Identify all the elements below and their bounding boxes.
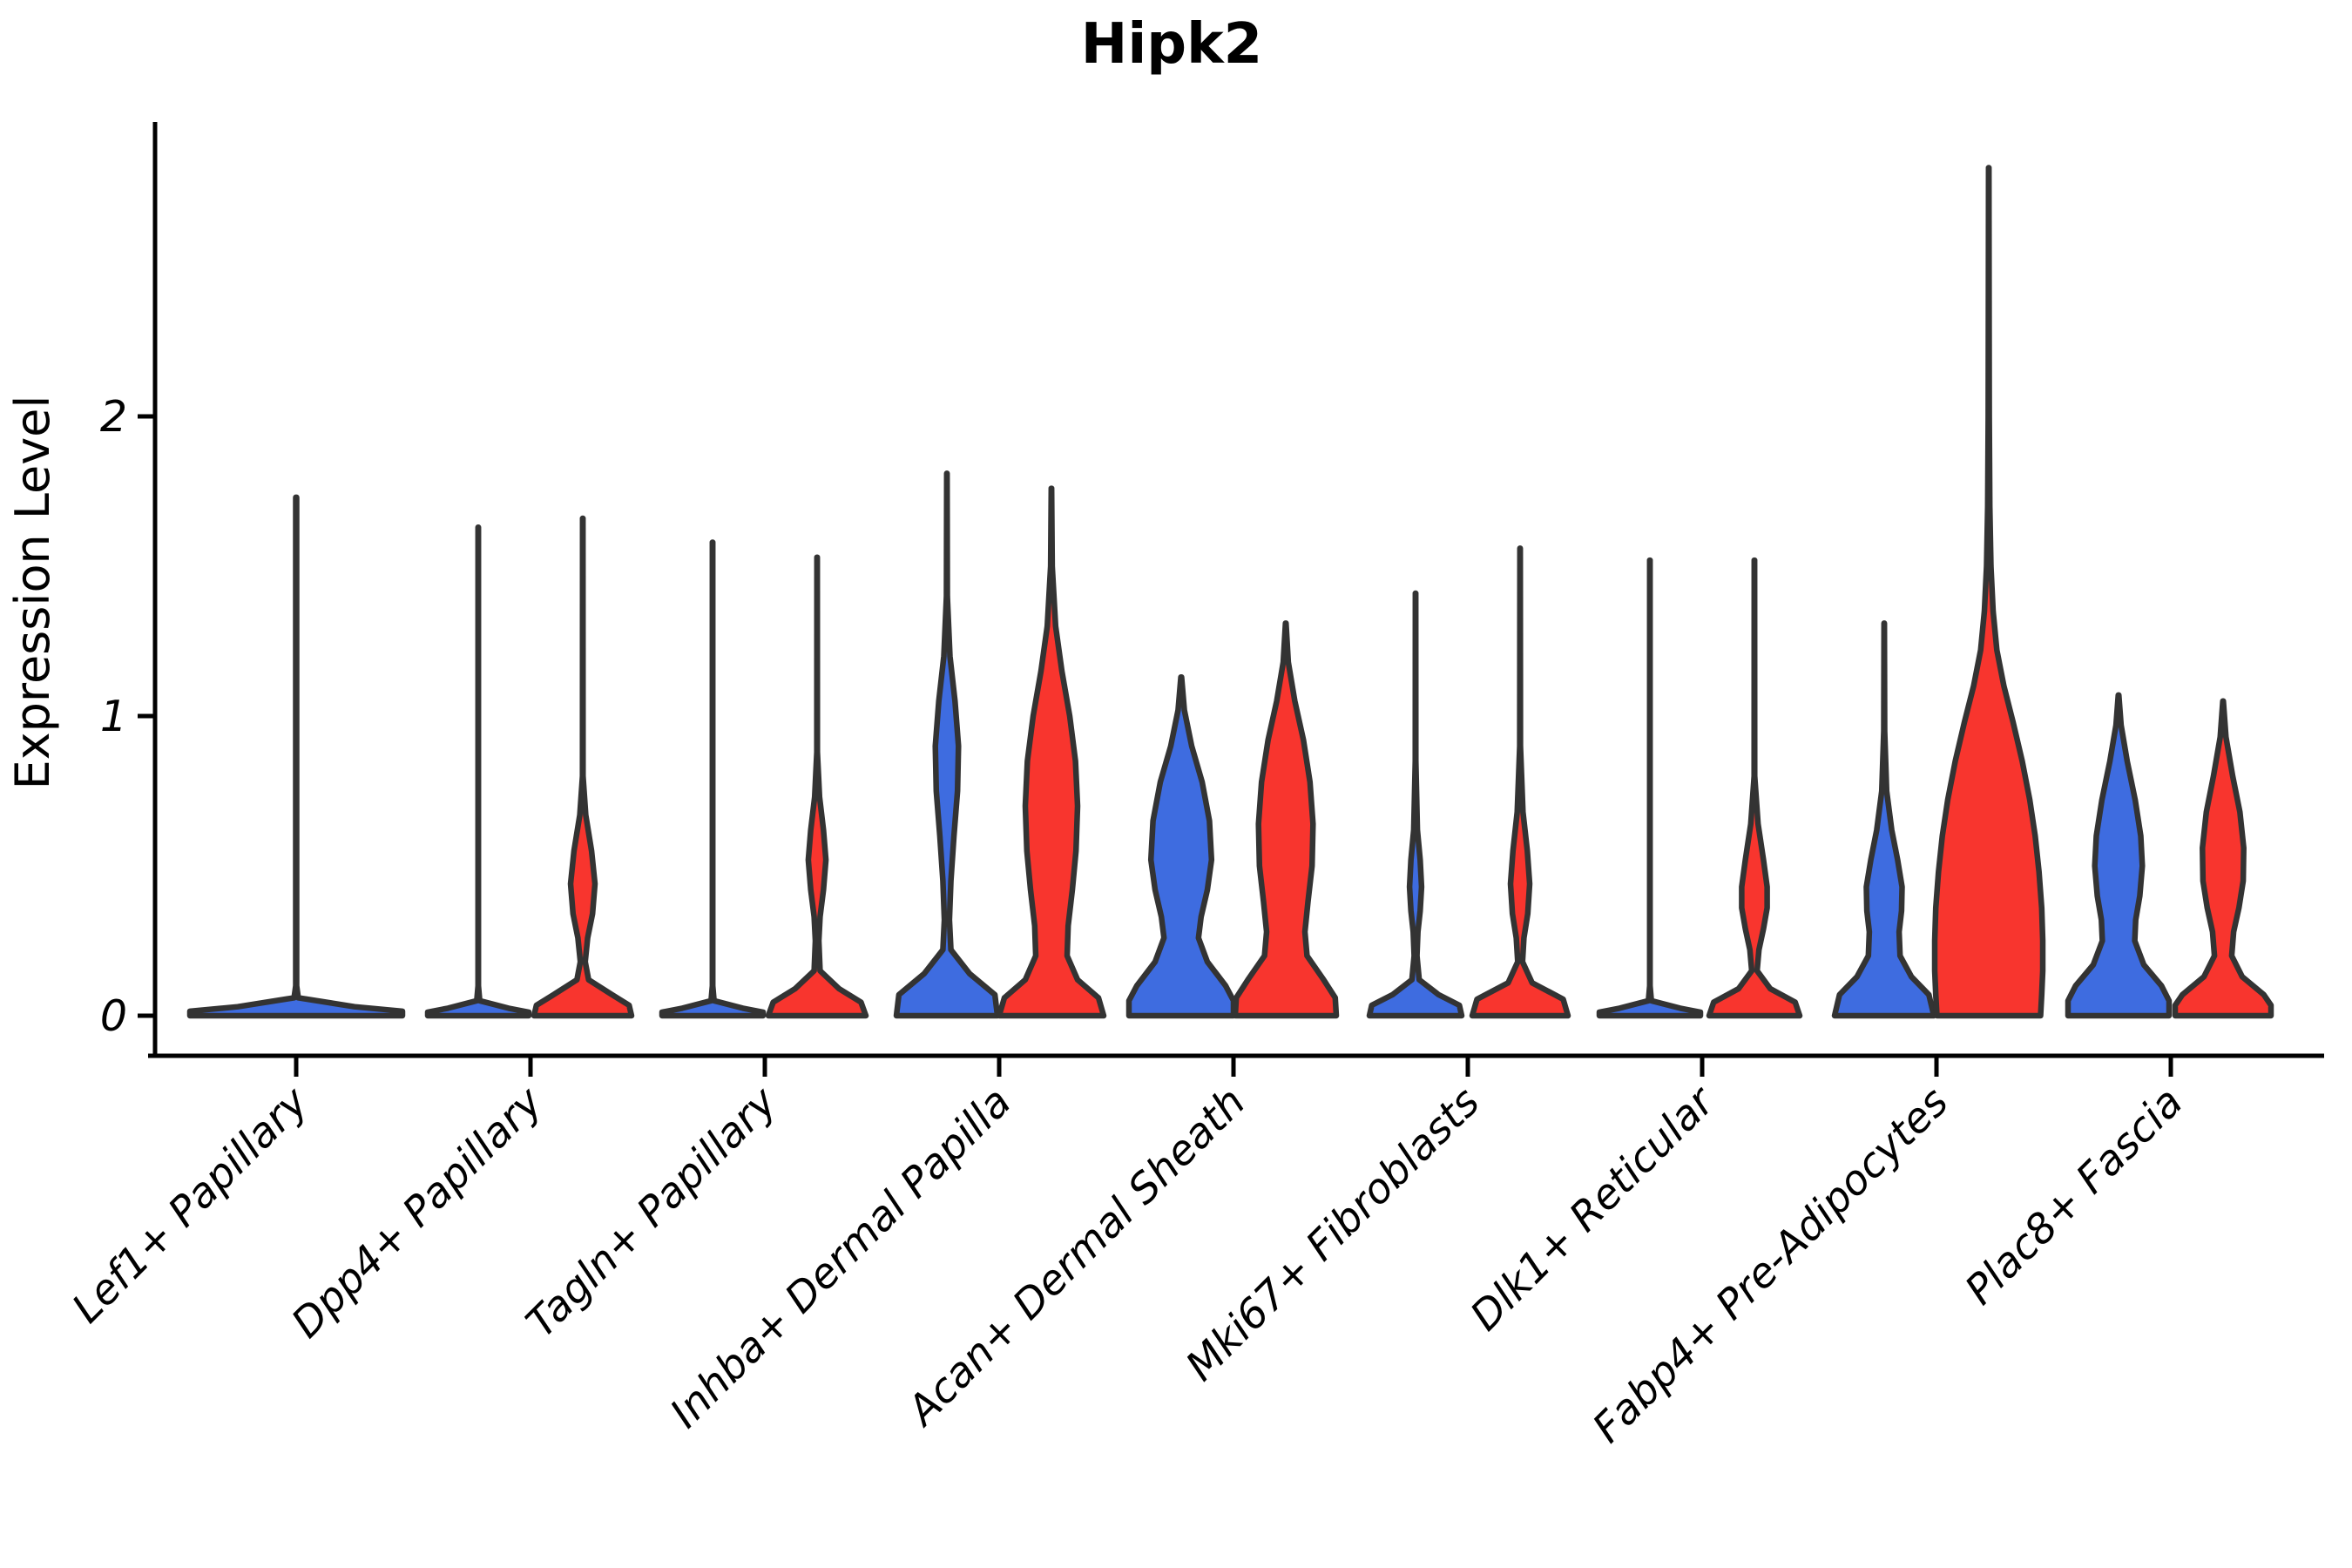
- violin-tagln-papillary-red: [765, 554, 869, 1019]
- violin-plac8-fascia-blue: [2065, 692, 2173, 1019]
- violin-mki67-fibroblasts-red: [1469, 545, 1571, 1019]
- y-axis-ticks: 0 1 2: [100, 392, 155, 1041]
- violin-inhba-dermal-papilla-red: [996, 485, 1107, 1019]
- plot-title: Hipk2: [1081, 12, 1262, 77]
- violin-tagln-papillary-blue: [659, 539, 767, 1019]
- violin-acan-dermal-sheath-blue: [1125, 674, 1237, 1019]
- violin-dpp4-papillary-red: [531, 515, 635, 1019]
- y-tick-label-2: 2: [100, 392, 127, 442]
- y-axis-label: Expression Level: [5, 395, 60, 790]
- x-tick-label-dpp4-papillary: Dpp4+ Papillary: [282, 1078, 552, 1348]
- x-tick-label-dlk1-reticular: Dlk1+ Reticular: [1462, 1077, 1726, 1341]
- violin-dpp4-papillary-blue: [424, 524, 532, 1019]
- violin-acan-dermal-sheath-red: [1232, 620, 1340, 1019]
- x-tick-label-lef1-papillary: Lef1+ Papillary: [63, 1078, 318, 1333]
- violin-lef1-papillary-blue: [186, 494, 406, 1019]
- y-tick-label-1: 1: [100, 692, 127, 741]
- violin-series: [186, 165, 2274, 1019]
- violin-inhba-dermal-papilla-blue: [893, 470, 1001, 1019]
- violin-fabp4-pre-adipocytes-red: [1931, 165, 2046, 1019]
- violin-plac8-fascia-red: [2172, 698, 2274, 1019]
- x-tick-label-plac8-fascia: Plac8+ Fascia: [1956, 1078, 2192, 1315]
- x-tick-label-tagln-papillary: Tagln+ Papillary: [517, 1078, 787, 1348]
- violin-fabp4-pre-adipocytes-blue: [1831, 620, 1937, 1019]
- violin-dlk1-reticular-red: [1706, 557, 1803, 1019]
- y-tick-label-0: 0: [100, 991, 127, 1041]
- violin-mki67-fibroblasts-blue: [1366, 590, 1465, 1019]
- violin-dlk1-reticular-blue: [1596, 557, 1704, 1019]
